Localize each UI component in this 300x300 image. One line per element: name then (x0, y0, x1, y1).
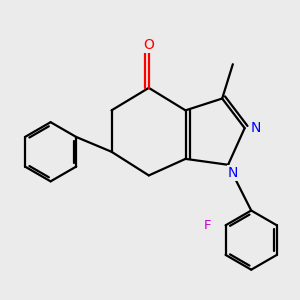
Text: N: N (250, 121, 260, 135)
Text: O: O (143, 38, 154, 52)
Text: F: F (204, 219, 212, 232)
Text: N: N (228, 166, 238, 180)
